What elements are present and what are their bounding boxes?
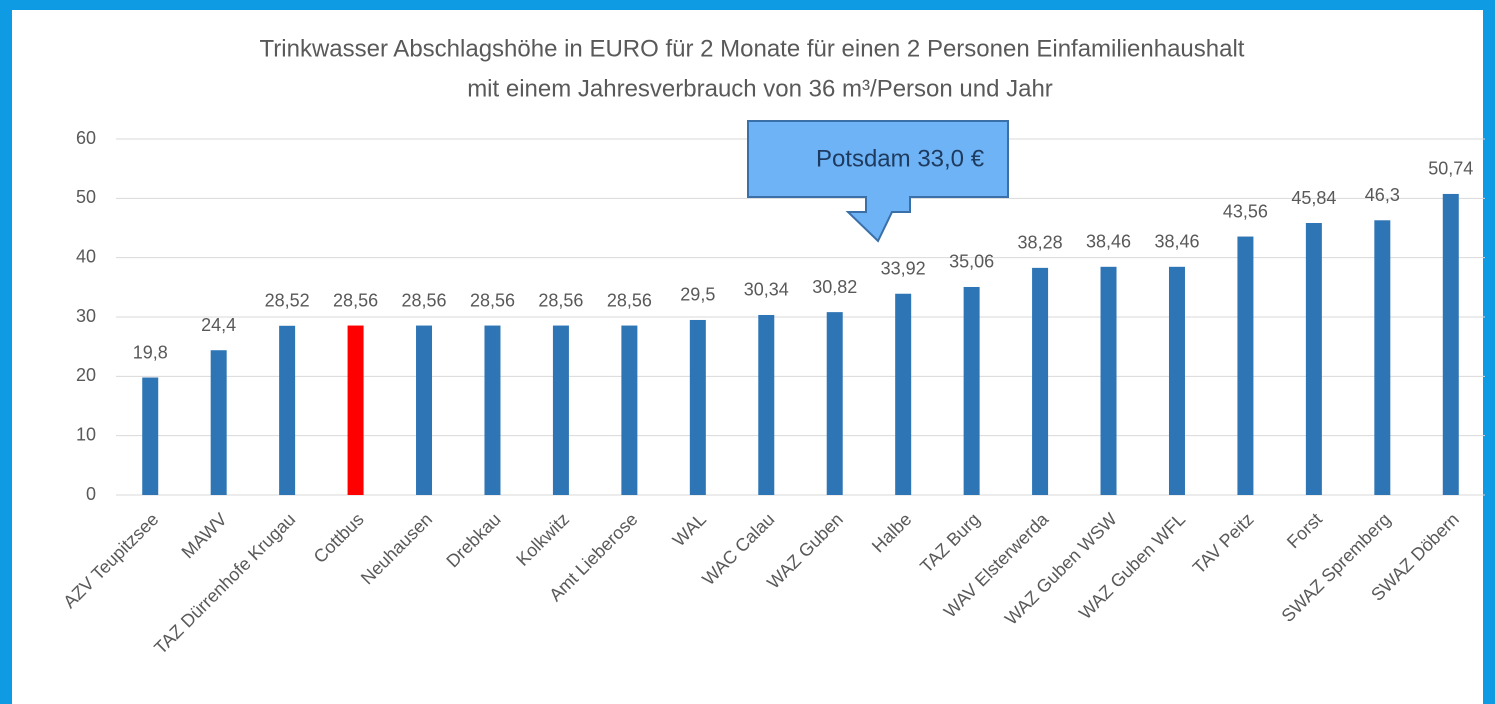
- chart-title: Trinkwasser Abschlagshöhe in EURO für 2 …: [260, 35, 1245, 62]
- bar: [552, 325, 569, 495]
- value-label: 50,74: [1428, 159, 1473, 179]
- bar: [279, 325, 296, 495]
- bar: [416, 325, 433, 495]
- value-label: 28,56: [333, 290, 378, 310]
- y-tick-label: 20: [76, 365, 96, 385]
- bar: [1374, 220, 1391, 495]
- value-label: 35,06: [949, 252, 994, 272]
- value-label: 24,4: [201, 315, 236, 335]
- value-label: 28,56: [402, 290, 447, 310]
- bar: [142, 377, 159, 495]
- y-tick-label: 50: [76, 187, 96, 207]
- value-label: 28,56: [470, 290, 515, 310]
- value-label: 28,56: [607, 290, 652, 310]
- value-label: 43,56: [1223, 201, 1268, 221]
- bar: [1305, 223, 1322, 496]
- y-tick-label: 60: [76, 128, 96, 148]
- bar: [347, 325, 364, 495]
- bar: [758, 314, 775, 495]
- bar: [689, 319, 706, 495]
- callout-text: Potsdam 33,0 €: [816, 145, 985, 172]
- value-label: 46,3: [1365, 185, 1400, 205]
- callout: [747, 120, 1009, 243]
- chart-subtitle: mit einem Jahresverbrauch von 36 m³/Pers…: [467, 75, 1053, 102]
- bar: [484, 325, 501, 495]
- value-label: 38,46: [1086, 232, 1131, 252]
- bar: [963, 286, 980, 495]
- value-label: 19,8: [133, 342, 168, 362]
- bar: [1100, 266, 1117, 495]
- value-label: 38,46: [1154, 232, 1199, 252]
- value-label: 28,56: [538, 290, 583, 310]
- bar: [1237, 236, 1254, 495]
- y-tick-label: 10: [76, 424, 96, 444]
- bar: [826, 312, 843, 495]
- value-label: 38,28: [1018, 233, 1063, 253]
- y-tick-label: 30: [76, 306, 96, 326]
- value-label: 33,92: [881, 258, 926, 278]
- bar: [895, 293, 912, 495]
- bar: [1442, 193, 1459, 495]
- value-label: 29,5: [680, 285, 715, 305]
- value-label: 28,52: [265, 291, 310, 311]
- value-label: 45,84: [1291, 188, 1336, 208]
- y-tick-label: 0: [86, 484, 96, 504]
- chart-background: [12, 10, 1483, 704]
- bar: [210, 350, 227, 495]
- bar: [1032, 267, 1049, 495]
- bar: [621, 325, 638, 495]
- value-label: 30,34: [744, 280, 789, 300]
- value-label: 30,82: [812, 277, 857, 297]
- y-tick-label: 40: [76, 246, 96, 266]
- bar: [1168, 266, 1185, 495]
